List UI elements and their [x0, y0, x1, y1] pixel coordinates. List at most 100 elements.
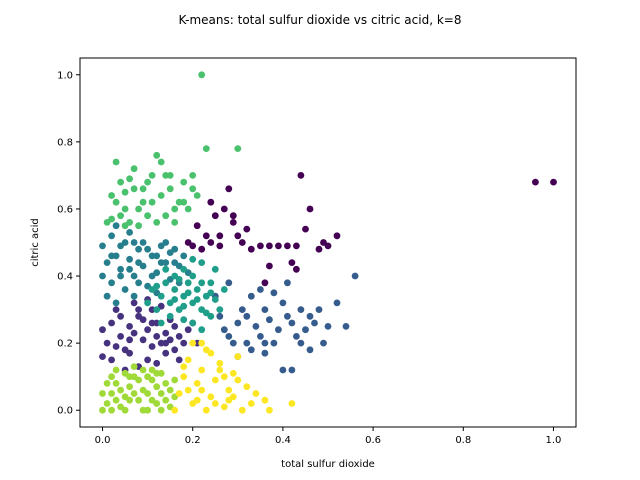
scatter-point-cluster-7	[207, 349, 215, 357]
scatter-point-cluster-2	[247, 292, 255, 300]
scatter-point-cluster-2	[243, 312, 251, 320]
scatter-point-cluster-4	[180, 265, 188, 273]
scatter-point-cluster-3	[166, 249, 174, 256]
scatter-point-cluster-3	[99, 272, 106, 280]
scatter-point-cluster-2	[288, 366, 296, 374]
scatter-point-cluster-1	[144, 326, 152, 334]
scatter-point-cluster-3	[180, 252, 188, 260]
scatter-point-cluster-7	[234, 376, 242, 384]
scatter-point-cluster-2	[266, 316, 273, 324]
scatter-point-cluster-7	[180, 363, 188, 370]
scatter-point-cluster-0	[288, 259, 296, 266]
scatter-point-cluster-3	[135, 245, 143, 253]
scatter-point-cluster-1	[162, 349, 170, 357]
scatter-point-cluster-4	[157, 292, 165, 300]
scatter-point-cluster-4	[193, 296, 201, 303]
scatter-point-cluster-3	[117, 272, 124, 280]
scatter-point-cluster-2	[243, 339, 251, 347]
scatter-point-cluster-3	[108, 232, 115, 240]
scatter-point-cluster-1	[162, 339, 170, 347]
scatter-point-cluster-6	[121, 406, 129, 414]
scatter-point-cluster-1	[99, 326, 106, 334]
scatter-point-cluster-4	[153, 282, 161, 290]
x-axis-label: total sulfur dioxide	[281, 459, 375, 470]
scatter-point-cluster-3	[99, 242, 106, 250]
scatter-point-cluster-4	[189, 319, 197, 327]
scatter-point-cluster-0	[225, 185, 233, 193]
scatter-point-cluster-5	[180, 198, 188, 206]
scatter-point-cluster-6	[162, 380, 170, 387]
scatter-point-cluster-0	[266, 262, 273, 270]
y-tick-label: 0.4	[57, 272, 73, 283]
scatter-point-cluster-2	[257, 286, 264, 293]
scatter-point-cluster-7	[261, 396, 269, 404]
scatter-point-cluster-1	[139, 336, 147, 344]
scatter-point-cluster-0	[207, 198, 215, 206]
scatter-point-cluster-0	[220, 205, 228, 213]
plot-frame	[79, 57, 577, 428]
scatter-point-cluster-2	[293, 333, 300, 340]
scatter-point-cluster-6	[117, 386, 124, 394]
scatter-point-cluster-6	[130, 390, 138, 397]
scatter-point-cluster-6	[139, 406, 147, 414]
scatter-point-cluster-3	[108, 279, 115, 287]
scatter-point-cluster-7	[247, 400, 255, 407]
scatter-point-cluster-5	[157, 192, 165, 199]
scatter-point-cluster-4	[198, 279, 206, 287]
y-tick-label: 0.2	[57, 339, 73, 350]
scatter-point-cluster-1	[153, 333, 161, 340]
scatter-point-cluster-5	[153, 151, 161, 159]
scatter-point-cluster-0	[216, 242, 224, 250]
scatter-point-cluster-1	[153, 359, 161, 367]
scatter-point-cluster-7	[189, 339, 197, 347]
scatter-point-cluster-1	[175, 333, 183, 340]
scatter-point-cluster-5	[139, 198, 147, 206]
scatter-point-cluster-7	[175, 390, 183, 397]
scatter-point-cluster-1	[126, 336, 133, 344]
scatter-point-cluster-6	[157, 390, 165, 397]
scatter-point-cluster-3	[112, 222, 120, 230]
scatter-point-cluster-6	[135, 376, 143, 384]
scatter-point-cluster-0	[229, 212, 237, 220]
scatter-point-cluster-1	[117, 312, 124, 320]
scatter-point-cluster-5	[148, 172, 156, 179]
scatter-point-cluster-0	[293, 265, 300, 273]
scatter-point-cluster-7	[193, 380, 201, 387]
scatter-point-cluster-1	[126, 323, 133, 330]
scatter-point-cluster-2	[297, 306, 305, 313]
scatter-point-cluster-5	[148, 198, 156, 206]
scatter-point-cluster-1	[184, 326, 192, 334]
scatter-point-cluster-5	[121, 188, 129, 196]
scatter-point-cluster-7	[198, 339, 206, 347]
scatter-point-cluster-7	[238, 406, 246, 414]
x-tick-label: 0.4	[275, 435, 291, 446]
scatter-point-cluster-2	[257, 333, 264, 340]
scatter-point-cluster-5	[117, 178, 124, 186]
scatter-point-cluster-0	[297, 172, 305, 179]
scatter-point-cluster-7	[198, 386, 206, 394]
scatter-point-cluster-5	[130, 165, 138, 173]
scatter-point-cluster-7	[184, 356, 192, 364]
scatter-point-cluster-6	[126, 373, 133, 381]
scatter-point-cluster-2	[342, 323, 350, 330]
scatter-point-cluster-2	[275, 326, 282, 334]
scatter-point-cluster-6	[144, 390, 152, 397]
scatter-point-cluster-6	[126, 383, 133, 391]
scatter-point-cluster-2	[333, 299, 341, 307]
scatter-point-cluster-1	[175, 356, 183, 364]
scatter-point-cluster-2	[311, 319, 318, 327]
scatter-point-cluster-0	[207, 239, 215, 246]
scatter-point-cluster-3	[112, 299, 120, 307]
scatter-point-cluster-3	[157, 259, 165, 266]
scatter-point-cluster-5	[126, 175, 133, 183]
scatter-point-cluster-6	[139, 366, 147, 374]
scatter-point-cluster-1	[171, 323, 179, 330]
scatter-point-cluster-2	[288, 319, 296, 327]
scatter-point-cluster-6	[162, 396, 170, 404]
scatter-point-cluster-6	[126, 396, 133, 404]
scatter-point-cluster-5	[121, 205, 129, 213]
scatter-point-cluster-7	[252, 390, 260, 397]
scatter-point-cluster-5	[189, 185, 197, 193]
scatter-point-cluster-5	[193, 192, 201, 199]
scatter-point-cluster-0	[324, 242, 332, 250]
